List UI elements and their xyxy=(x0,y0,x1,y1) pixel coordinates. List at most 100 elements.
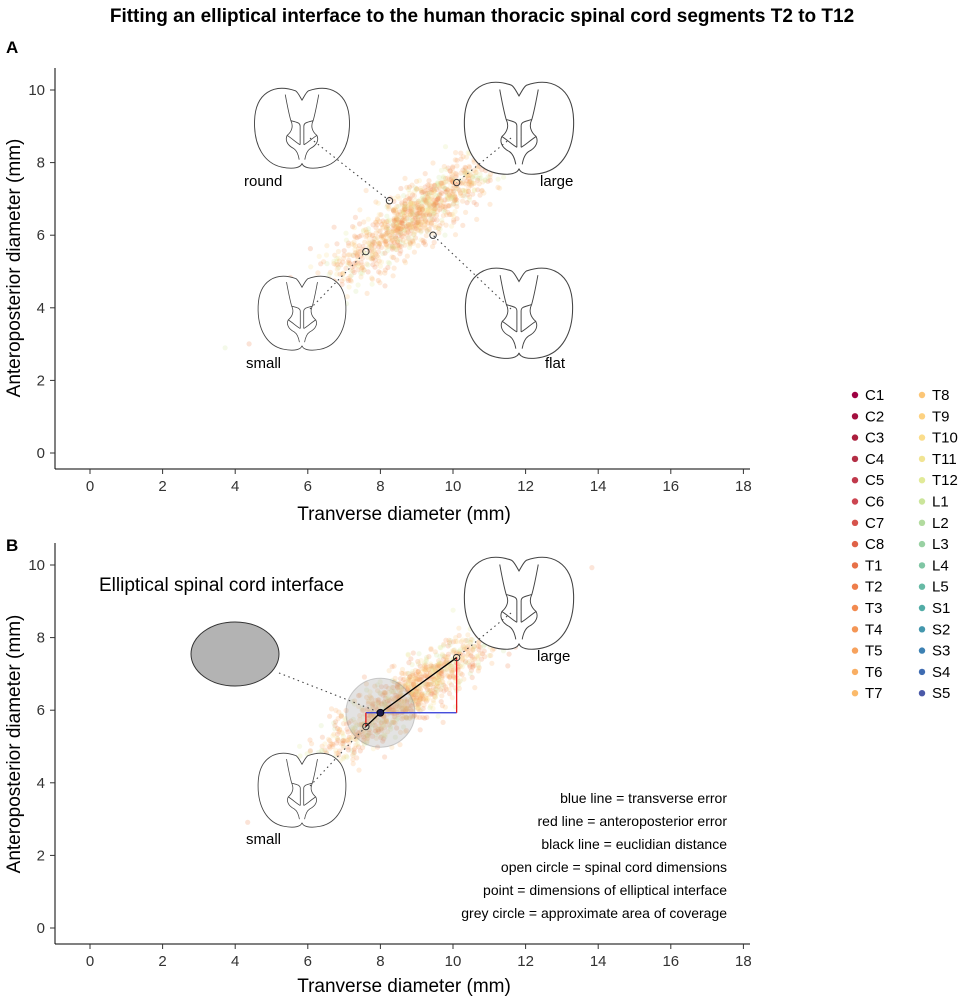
data-point xyxy=(412,712,418,718)
data-point xyxy=(461,647,467,653)
data-point xyxy=(415,204,421,210)
data-point xyxy=(418,205,424,212)
data-point xyxy=(428,690,435,696)
data-point xyxy=(387,233,393,239)
data-point xyxy=(371,240,377,246)
data-point xyxy=(345,278,351,284)
data-point xyxy=(449,667,455,673)
data-point xyxy=(375,688,381,694)
data-point xyxy=(429,213,435,219)
data-point xyxy=(415,676,421,683)
data-point xyxy=(372,244,378,250)
data-point xyxy=(407,190,413,196)
data-point xyxy=(452,197,458,203)
data-point xyxy=(356,731,362,737)
data-point xyxy=(390,717,396,724)
data-point xyxy=(419,219,425,225)
data-point xyxy=(465,651,472,657)
data-point xyxy=(417,693,424,699)
data-point xyxy=(333,262,339,268)
data-point xyxy=(401,205,407,211)
data-point xyxy=(377,219,383,225)
data-point xyxy=(425,667,431,673)
data-point xyxy=(476,647,482,653)
data-point xyxy=(475,655,481,661)
data-point xyxy=(389,719,395,725)
data-point xyxy=(416,676,422,682)
data-point xyxy=(394,257,400,263)
data-point xyxy=(462,189,468,195)
data-point xyxy=(458,670,464,677)
data-point xyxy=(460,656,466,662)
data-point xyxy=(392,714,398,720)
data-point xyxy=(409,708,415,714)
data-point xyxy=(410,235,416,241)
data-point xyxy=(417,671,423,677)
data-point xyxy=(420,692,426,698)
data-point xyxy=(396,244,403,250)
data-point xyxy=(394,203,400,209)
data-point xyxy=(401,224,407,230)
data-point xyxy=(363,229,369,235)
data-point xyxy=(391,714,397,720)
data-point xyxy=(412,676,418,682)
data-point xyxy=(355,282,361,288)
data-point xyxy=(377,263,383,269)
data-point xyxy=(456,679,462,685)
data-point xyxy=(434,217,440,223)
data-point xyxy=(397,209,403,215)
data-point xyxy=(466,181,472,187)
data-point xyxy=(403,707,409,713)
data-point xyxy=(406,675,412,682)
data-point xyxy=(424,670,430,676)
data-point xyxy=(382,754,388,760)
data-point xyxy=(447,642,453,648)
data-point xyxy=(432,649,438,655)
data-point xyxy=(343,753,349,759)
data-point xyxy=(397,729,404,736)
data-point xyxy=(415,688,421,694)
data-point xyxy=(340,738,346,744)
data-point xyxy=(378,233,384,239)
data-point xyxy=(368,243,374,249)
data-point xyxy=(398,248,404,254)
data-point xyxy=(458,192,464,199)
data-point xyxy=(430,211,437,217)
data-point xyxy=(408,708,414,714)
data-point xyxy=(418,676,424,682)
data-point xyxy=(429,200,435,206)
data-point xyxy=(447,663,453,669)
data-point xyxy=(330,741,336,748)
data-point xyxy=(357,207,363,213)
data-point xyxy=(434,200,440,206)
data-point xyxy=(461,645,467,651)
data-point xyxy=(467,179,473,185)
data-point xyxy=(358,722,364,728)
data-point xyxy=(415,205,421,211)
data-point xyxy=(386,690,392,696)
data-point xyxy=(465,188,472,194)
data-point xyxy=(383,718,389,724)
data-point xyxy=(373,731,379,737)
data-point xyxy=(451,667,457,673)
panel-letter-a: A xyxy=(6,38,18,57)
data-point xyxy=(368,725,375,731)
data-point xyxy=(395,684,401,690)
data-point xyxy=(429,196,435,202)
data-point xyxy=(391,234,397,240)
data-point xyxy=(397,229,403,235)
data-point xyxy=(471,656,478,662)
data-point xyxy=(452,157,458,163)
data-point xyxy=(459,655,466,661)
data-point xyxy=(341,276,347,282)
data-point xyxy=(416,206,422,213)
data-point xyxy=(407,674,413,680)
data-point xyxy=(453,174,459,180)
data-point xyxy=(394,218,400,224)
data-point xyxy=(463,169,469,175)
data-point xyxy=(410,192,416,198)
data-point xyxy=(402,201,408,207)
data-point xyxy=(222,345,228,351)
data-point xyxy=(409,238,415,244)
data-point xyxy=(378,259,385,265)
